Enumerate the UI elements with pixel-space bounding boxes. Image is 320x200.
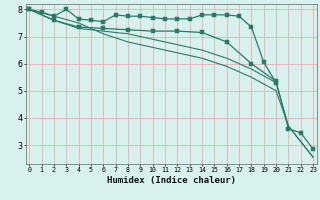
X-axis label: Humidex (Indice chaleur): Humidex (Indice chaleur) bbox=[107, 176, 236, 185]
